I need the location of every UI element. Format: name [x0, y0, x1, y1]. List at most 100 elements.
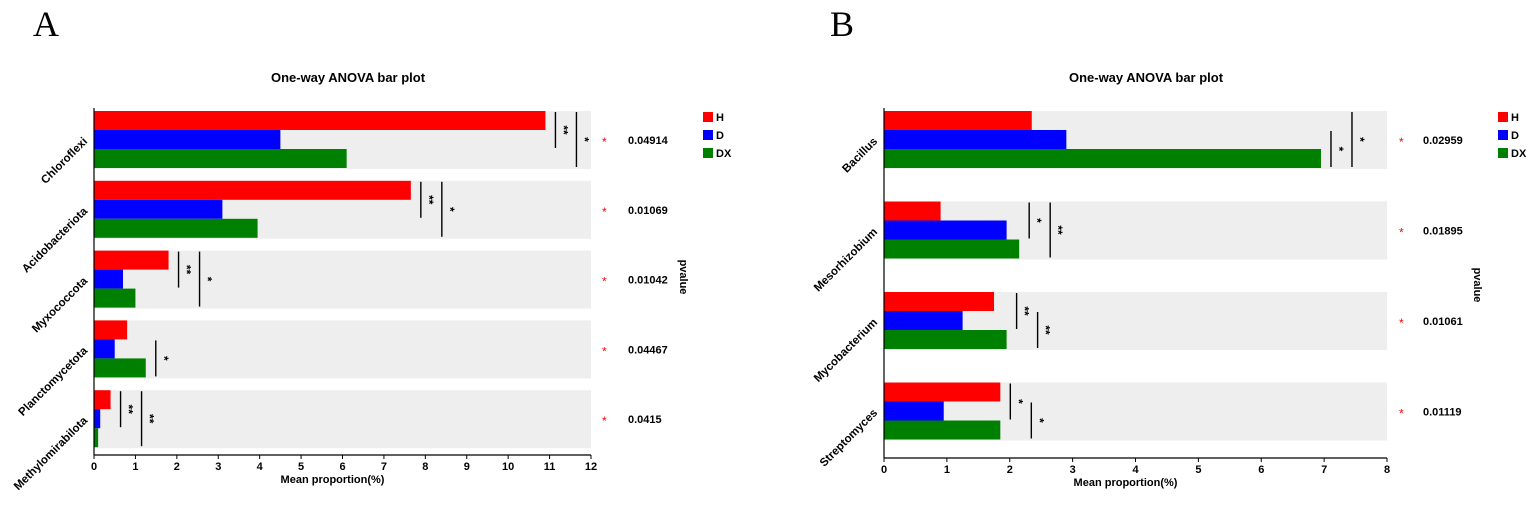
- x-tick-label: 8: [1384, 464, 1390, 476]
- x-tick-label: 9: [464, 461, 470, 473]
- pvalue-star: *: [602, 275, 607, 289]
- bar-dx: [94, 358, 146, 378]
- chart-title: One-way ANOVA bar plot: [1069, 70, 1224, 85]
- pvalue-star: *: [602, 135, 607, 149]
- significance-label: **: [422, 195, 436, 205]
- pvalue-text: 0.01895: [1423, 226, 1463, 238]
- x-tick-label: 7: [381, 461, 387, 473]
- category-label: Bacillus: [840, 136, 880, 176]
- category-label: Methylomirabilota: [12, 414, 90, 492]
- legend-swatch-d: [1498, 130, 1508, 140]
- legend-swatch-h: [1498, 112, 1508, 122]
- pvalue-text: 0.01119: [1423, 407, 1462, 419]
- bar-d: [94, 269, 123, 289]
- x-axis-label: Mean proportion(%): [281, 474, 385, 486]
- legend-swatch-d: [703, 130, 713, 140]
- legend-label: DX: [1511, 148, 1527, 160]
- x-tick-label: 6: [1258, 464, 1264, 476]
- category-label: Chloroflexi: [39, 136, 90, 187]
- x-tick-label: 4: [257, 461, 264, 473]
- legend-label: D: [716, 130, 724, 142]
- category-label: Myxococcota: [30, 275, 90, 335]
- significance-label: *: [1332, 147, 1346, 152]
- bar-dx: [94, 218, 258, 238]
- significance-label: *: [1030, 218, 1044, 223]
- pvalue-text: 0.0415: [628, 414, 662, 426]
- panel-letter: B: [830, 4, 854, 44]
- bar-h: [884, 292, 995, 311]
- bar-h: [94, 320, 128, 340]
- bar-dx: [884, 420, 1001, 440]
- bar-d: [94, 130, 281, 149]
- pvalue-star: *: [1399, 316, 1404, 330]
- significance-label: *: [443, 207, 457, 212]
- category-label: Planctomycetota: [17, 345, 91, 419]
- significance-label: *: [577, 137, 591, 142]
- bar-d: [884, 311, 963, 330]
- significance-label: **: [143, 414, 157, 424]
- category-band: [94, 250, 591, 309]
- pvalue-text: 0.02959: [1423, 135, 1463, 147]
- bar-d: [884, 220, 1007, 240]
- bar-h: [94, 111, 546, 130]
- bar-dx: [884, 149, 1321, 168]
- x-tick-label: 2: [174, 461, 180, 473]
- bar-dx: [94, 288, 136, 308]
- pvalue-axis-title: pvalue: [1471, 268, 1483, 303]
- x-tick-label: 3: [1070, 464, 1076, 476]
- significance-label: **: [1051, 225, 1065, 235]
- pvalue-text: 0.01042: [628, 275, 668, 287]
- bar-d: [94, 409, 101, 429]
- x-tick-label: 5: [1195, 464, 1201, 476]
- category-label: Streptomyces: [818, 407, 880, 469]
- x-tick-label: 11: [544, 461, 556, 473]
- significance-label: *: [157, 356, 171, 361]
- x-tick-label: 1: [132, 461, 138, 473]
- legend-swatch-h: [703, 112, 713, 122]
- legend-label: H: [1511, 112, 1519, 124]
- significance-label: *: [1032, 418, 1046, 423]
- pvalue-text: 0.01069: [628, 205, 668, 217]
- category-band: [94, 390, 591, 449]
- bar-h: [884, 382, 1001, 402]
- legend-label: DX: [716, 148, 732, 160]
- x-tick-label: 3: [215, 461, 221, 473]
- bar-dx: [884, 330, 1007, 349]
- x-axis-label: Mean proportion(%): [1074, 477, 1178, 489]
- bar-h: [884, 201, 941, 221]
- bar-dx: [94, 428, 99, 448]
- x-tick-label: 12: [585, 461, 597, 473]
- pvalue-star: *: [602, 414, 607, 428]
- pvalue-text: 0.04914: [628, 135, 669, 147]
- legend-label: D: [1511, 130, 1519, 142]
- bar-d: [884, 130, 1067, 149]
- significance-label: *: [201, 277, 215, 282]
- x-tick-label: 2: [1007, 464, 1013, 476]
- x-tick-label: 0: [881, 464, 887, 476]
- x-tick-label: 7: [1321, 464, 1327, 476]
- significance-label: **: [180, 265, 194, 275]
- bar-dx: [884, 239, 1020, 259]
- pvalue-axis-title: pvalue: [677, 260, 689, 295]
- bar-h: [94, 390, 111, 410]
- category-label: Mycobacterium: [812, 317, 880, 385]
- category-band: [94, 320, 591, 379]
- significance-label: **: [1039, 325, 1053, 335]
- legend-swatch-dx: [1498, 148, 1508, 158]
- pvalue-star: *: [602, 344, 607, 358]
- x-tick-label: 8: [422, 461, 428, 473]
- bar-d: [94, 199, 223, 219]
- bar-d: [94, 339, 115, 359]
- pvalue-star: *: [1399, 226, 1404, 240]
- x-tick-label: 6: [339, 461, 345, 473]
- x-tick-label: 5: [298, 461, 304, 473]
- pvalue-text: 0.04467: [628, 344, 668, 356]
- bar-h: [94, 180, 411, 200]
- significance-label: **: [556, 125, 570, 135]
- significance-label: **: [122, 405, 136, 415]
- x-tick-label: 0: [91, 461, 97, 473]
- pvalue-star: *: [1399, 135, 1404, 149]
- legend-swatch-dx: [703, 148, 713, 158]
- category-label: Acidobacteriota: [20, 205, 90, 275]
